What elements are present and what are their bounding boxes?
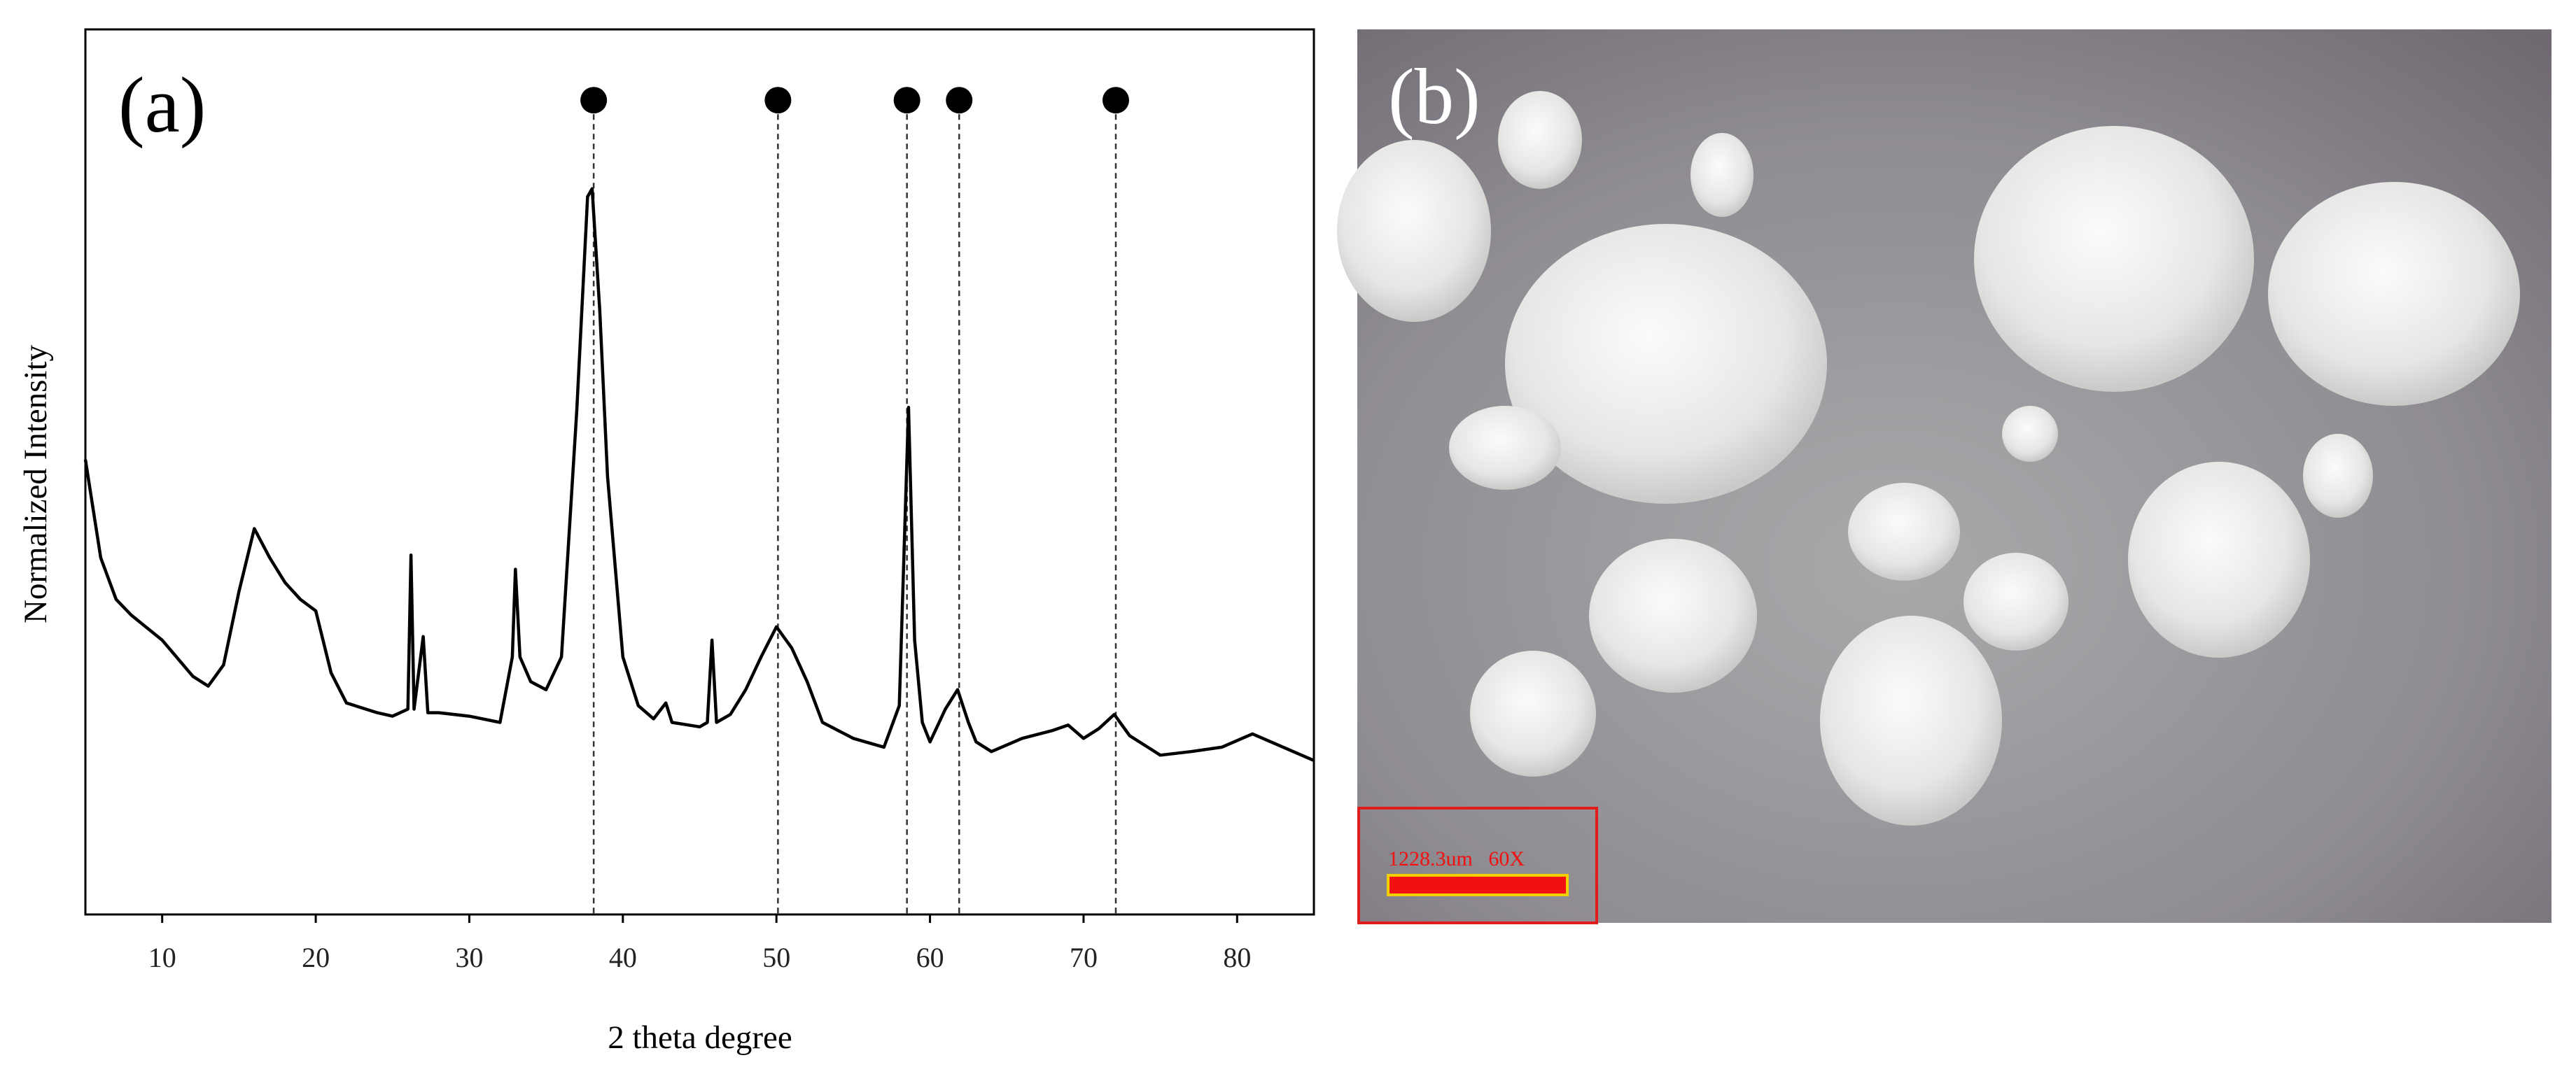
xrd-line [83, 187, 1315, 762]
x-tick-label: 50 [762, 942, 790, 973]
x-tick-label: 40 [609, 942, 637, 973]
x-tick-label: 10 [148, 942, 176, 973]
x-axis-title: 2 theta degree [608, 1019, 792, 1056]
phase-marker [946, 87, 973, 114]
phase-marker [580, 87, 608, 114]
x-tick-label: 80 [1223, 942, 1251, 973]
x-tick-label: 70 [1070, 942, 1098, 973]
x-tick-label: 20 [302, 942, 330, 973]
plot-frame [84, 28, 1315, 916]
scale-bar [1387, 874, 1569, 896]
scale-label: 1228.3um 60X [1388, 847, 1525, 870]
phase-marker [764, 87, 792, 114]
micrograph: 1228.3um 60X (b) [1337, 29, 2552, 924]
plot-area: 10 20 30 40 50 60 70 80 [83, 87, 1315, 973]
panel-label: (b) [1388, 53, 1480, 141]
scale-frame [1357, 807, 1598, 924]
x-tick-label: 30 [455, 942, 483, 973]
x-tick-label: 60 [916, 942, 944, 973]
phase-marker [893, 87, 920, 114]
panel-label: (a) [118, 62, 206, 149]
particles [1337, 91, 2520, 826]
phase-marker [1102, 87, 1130, 114]
y-axis-title: Normalized Intensity [18, 344, 54, 623]
